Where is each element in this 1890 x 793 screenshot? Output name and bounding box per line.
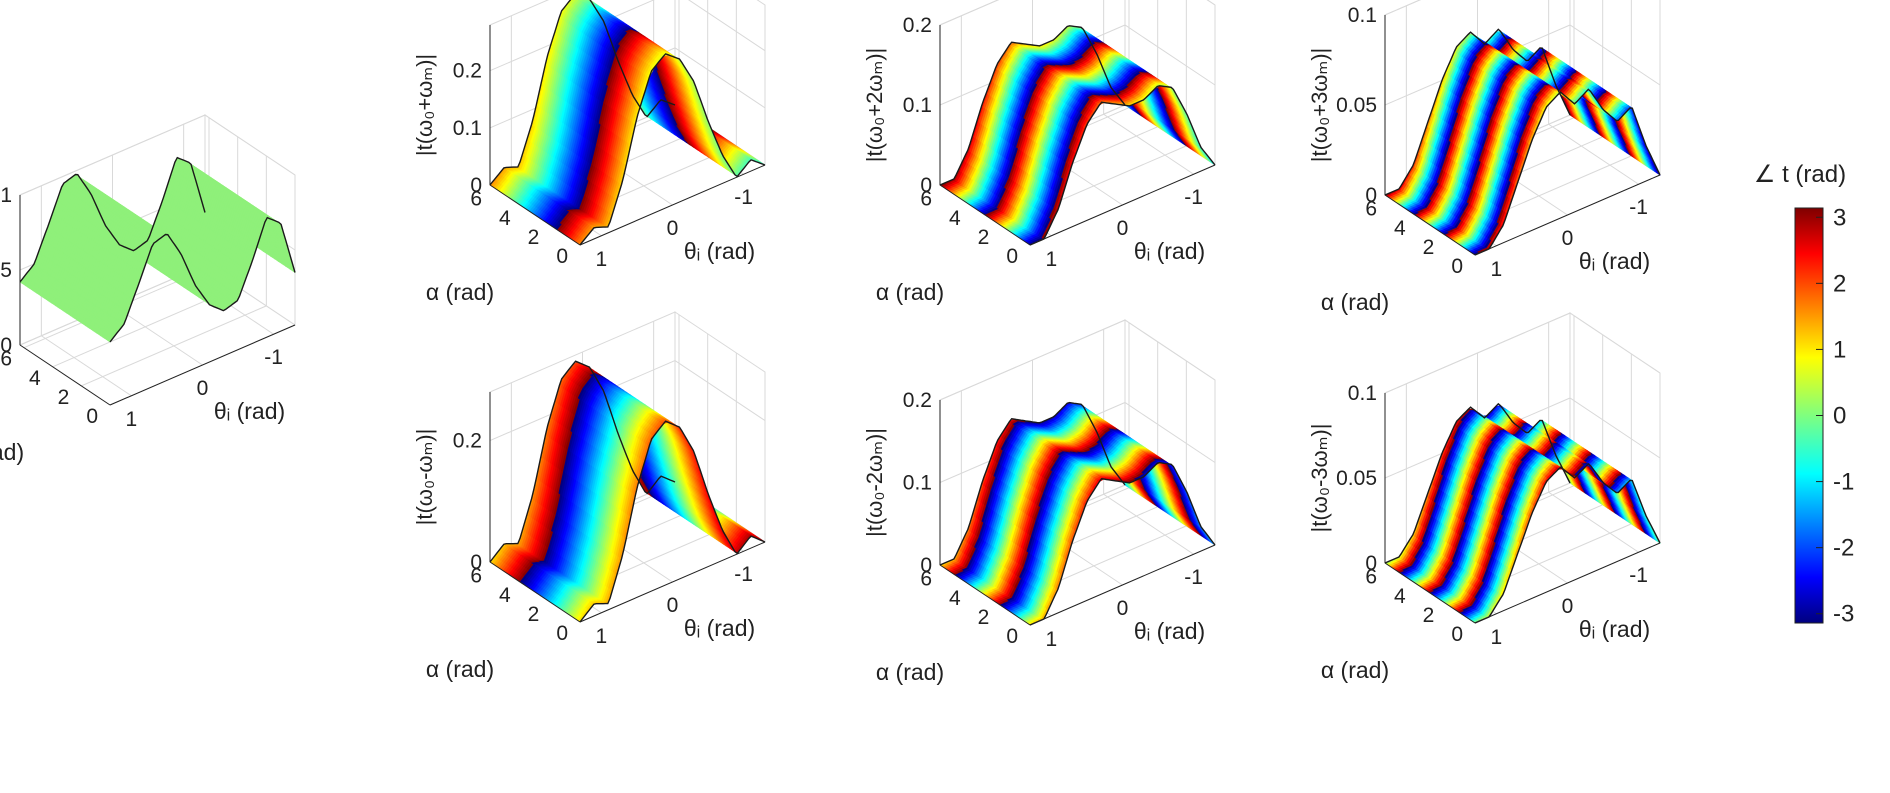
z-tick-label: 0.1 bbox=[453, 117, 482, 140]
theta-axis-label: θᵢ (rad) bbox=[684, 238, 755, 264]
z-tick-label: 0.5 bbox=[0, 259, 12, 282]
alpha-gridline bbox=[81, 155, 267, 387]
alpha-tick-label: 4 bbox=[499, 207, 511, 230]
theta-tick-label: 0 bbox=[197, 377, 209, 400]
theta-tick-label: 1 bbox=[126, 408, 138, 431]
alpha-tick-label: 6 bbox=[470, 188, 482, 211]
surface bbox=[19, 156, 296, 343]
alpha-tick-label: 4 bbox=[29, 367, 41, 390]
z-gridline bbox=[19, 114, 296, 196]
z-tick-label: 1 bbox=[0, 184, 12, 207]
theta-gridline bbox=[40, 185, 132, 397]
z-axis-label: |t(ω₀+ωₘ)| bbox=[412, 54, 437, 156]
theta-tick-label: -1 bbox=[264, 346, 283, 369]
alpha-axis-label: α (rad) bbox=[0, 439, 24, 465]
theta-tick-label: 0 bbox=[667, 217, 679, 240]
theta-tick-label: -1 bbox=[734, 186, 753, 209]
alpha-tick-label: 0 bbox=[86, 405, 98, 428]
alpha-axis-label: α (rad) bbox=[426, 279, 494, 305]
theta-tick-label: 1 bbox=[596, 248, 608, 271]
theta-axis-label: θᵢ (rad) bbox=[214, 398, 285, 424]
alpha-tick-label: 2 bbox=[58, 386, 70, 409]
alpha-tick-label: 6 bbox=[0, 348, 12, 371]
z-tick-label: 0.2 bbox=[453, 60, 482, 83]
alpha-tick-label: 0 bbox=[556, 245, 568, 268]
alpha-tick-label: 2 bbox=[528, 226, 540, 249]
